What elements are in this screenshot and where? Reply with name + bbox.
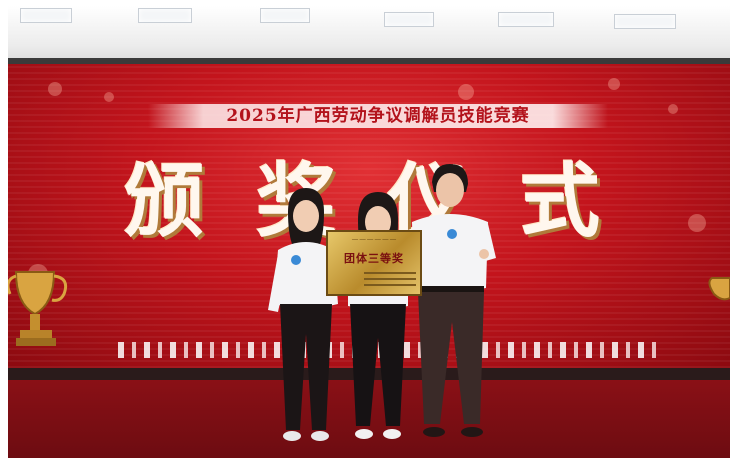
ceiling-light [138,8,192,23]
ceiling-light [498,12,554,27]
ceiling-edge [8,58,730,64]
bokeh-light [668,104,678,114]
person-left [268,188,338,441]
bokeh-light [458,84,474,100]
plaque-line [364,284,416,286]
banner-text: 2025年广西劳动争议调解员技能竞赛 [226,106,530,126]
event-banner: 2025年广西劳动争议调解员技能竞赛 [148,104,608,128]
ceiling-light [20,8,72,23]
bokeh-light [48,82,62,96]
award-plaque: ── ── ── ── ── ── 团体三等奖 [326,230,422,296]
ceiling-light [614,14,676,29]
plaque-award: 团体三等奖 [344,252,404,265]
trophy-icon [8,271,68,346]
trophy-icon [708,277,730,301]
bokeh-light [608,78,620,90]
plaque-line [364,272,416,274]
plaque-header-lines: ── ── ── ── ── ── [351,237,397,243]
bokeh-light [104,92,114,102]
photo-frame: 2025年广西劳动争议调解员技能竞赛 颁奖仪式 [8,6,730,458]
bokeh-light [688,214,706,232]
plaque-line [364,278,416,280]
ceiling [8,6,730,64]
ceiling-light [260,8,310,23]
person-right [412,164,496,437]
ceiling-light [384,12,434,27]
